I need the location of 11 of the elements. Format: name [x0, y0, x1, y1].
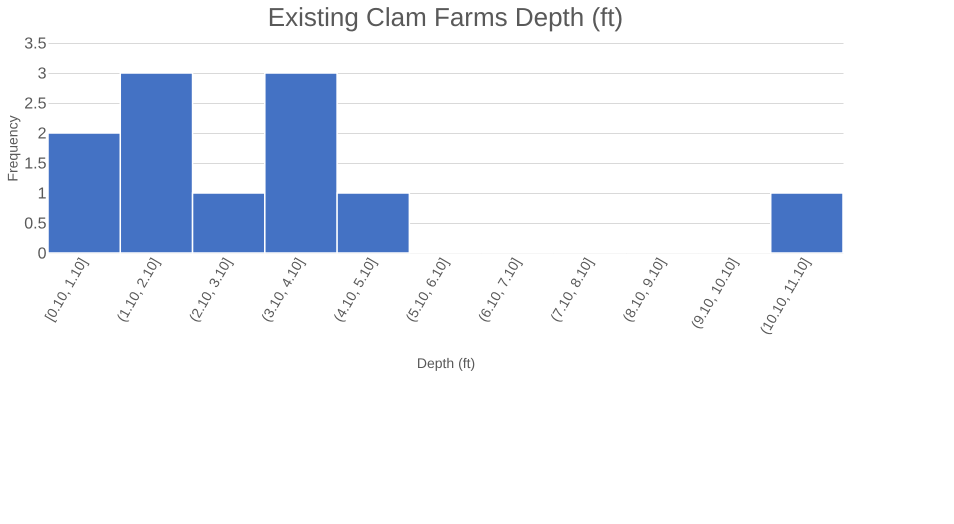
- y-tick-label: 0: [38, 246, 47, 262]
- y-tick-label: 2.5: [24, 96, 47, 112]
- y-tick-label: 0.5: [24, 216, 47, 232]
- y-tick-label: 2: [38, 126, 47, 142]
- y-tick-label: 1.5: [24, 156, 47, 172]
- y-tick-label: 1: [38, 186, 47, 202]
- y-tick-label: 3: [38, 66, 47, 82]
- y-axis-title: Frequency: [4, 115, 20, 182]
- x-axis-title: Depth (ft): [416, 354, 476, 371]
- chart-title: Existing Clam Farms Depth (ft): [268, 2, 624, 32]
- y-tick-label: 3.5: [24, 36, 47, 52]
